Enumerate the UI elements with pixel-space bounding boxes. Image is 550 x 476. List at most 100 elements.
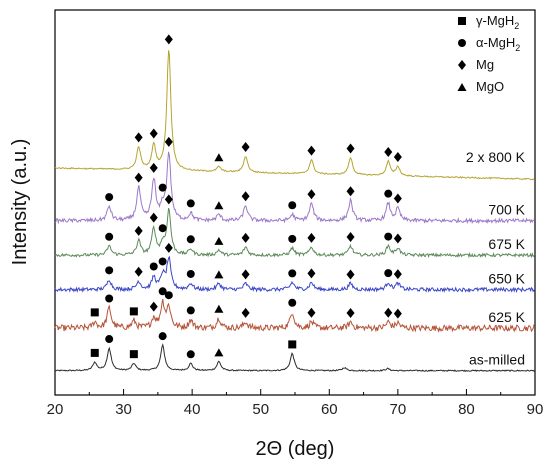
marker-0-5-triangle bbox=[214, 348, 224, 357]
marker-2-11-circle bbox=[384, 269, 393, 278]
trace-5 bbox=[54, 50, 535, 181]
marker-4-5-circle bbox=[186, 199, 195, 208]
marker-5-2-diamond bbox=[164, 34, 173, 45]
markers-layer bbox=[90, 34, 402, 359]
x-axis-title: 2Θ (deg) bbox=[256, 438, 335, 460]
marker-3-2-diamond bbox=[149, 212, 158, 223]
marker-5-6-diamond bbox=[346, 143, 355, 154]
marker-1-3-diamond bbox=[149, 301, 158, 312]
trace-label-3: 675 K bbox=[488, 236, 525, 252]
marker-1-12-diamond bbox=[384, 307, 393, 318]
marker-3-10-diamond bbox=[346, 231, 355, 242]
trace-label-1: 625 K bbox=[488, 309, 525, 325]
marker-4-12-diamond bbox=[393, 193, 402, 204]
marker-5-3-triangle bbox=[214, 153, 224, 162]
marker-2-12-diamond bbox=[393, 269, 402, 280]
marker-4-10-diamond bbox=[346, 186, 355, 197]
marker-4-3-circle bbox=[158, 183, 167, 192]
legend-label-1: α-MgH2 bbox=[476, 35, 520, 53]
trace-1 bbox=[54, 298, 536, 333]
marker-1-5-circle bbox=[164, 291, 173, 300]
marker-4-11-circle bbox=[384, 189, 393, 198]
marker-1-2-square bbox=[129, 307, 138, 316]
marker-2-5-circle bbox=[186, 269, 195, 278]
marker-5-7-diamond bbox=[384, 146, 393, 157]
marker-0-6-square bbox=[288, 340, 297, 349]
marker-2-9-diamond bbox=[307, 268, 316, 279]
legend: γ-MgH2 α-MgH2 Mg MgO bbox=[457, 13, 520, 94]
trace-2 bbox=[54, 255, 536, 294]
x-tick-label-6: 80 bbox=[458, 401, 475, 418]
marker-2-1-diamond bbox=[134, 266, 143, 277]
marker-4-2-diamond bbox=[149, 162, 158, 173]
marker-4-9-diamond bbox=[307, 189, 316, 200]
marker-3-1-diamond bbox=[134, 225, 143, 236]
trace-label-2: 650 K bbox=[488, 271, 525, 287]
legend-symbol-2-diamond bbox=[458, 60, 466, 70]
marker-3-0-circle bbox=[105, 232, 114, 241]
marker-1-7-triangle bbox=[214, 304, 224, 313]
trace-label-5: 2 x 800 K bbox=[466, 149, 526, 165]
marker-5-0-diamond bbox=[134, 132, 143, 143]
marker-4-6-triangle bbox=[214, 201, 224, 210]
marker-2-3-circle bbox=[158, 257, 167, 266]
marker-4-0-circle bbox=[105, 193, 114, 202]
trace-3 bbox=[54, 207, 536, 259]
marker-1-4-circle bbox=[158, 287, 167, 296]
x-axis-ticks: 20 30 40 50 60 70 80 90 bbox=[47, 389, 544, 418]
marker-1-11-diamond bbox=[346, 307, 355, 318]
trace-label-4: 700 K bbox=[488, 202, 525, 218]
marker-3-6-triangle bbox=[214, 236, 224, 245]
x-tick-label-5: 70 bbox=[390, 401, 407, 418]
marker-0-2-square bbox=[129, 350, 138, 359]
marker-3-4-diamond bbox=[164, 194, 173, 205]
marker-0-0-square bbox=[90, 348, 99, 357]
marker-4-7-diamond bbox=[241, 191, 250, 202]
marker-1-8-diamond bbox=[241, 307, 250, 318]
x-tick-label-3: 50 bbox=[252, 401, 269, 418]
traces-layer bbox=[54, 50, 536, 373]
marker-2-0-circle bbox=[105, 266, 114, 275]
marker-2-6-triangle bbox=[214, 270, 224, 279]
marker-1-13-diamond bbox=[393, 308, 402, 319]
marker-4-4-diamond bbox=[164, 136, 173, 147]
marker-2-7-diamond bbox=[241, 269, 250, 280]
marker-0-1-circle bbox=[105, 335, 114, 344]
marker-4-8-circle bbox=[288, 201, 297, 210]
marker-5-1-diamond bbox=[149, 128, 158, 139]
marker-1-1-circle bbox=[105, 294, 114, 303]
marker-2-2-circle bbox=[149, 262, 158, 271]
marker-0-4-circle bbox=[186, 350, 195, 359]
marker-3-7-diamond bbox=[241, 232, 250, 243]
x-tick-label-1: 30 bbox=[115, 401, 132, 418]
marker-2-4-diamond bbox=[164, 242, 173, 253]
marker-1-9-circle bbox=[288, 298, 297, 307]
marker-2-8-circle bbox=[288, 269, 297, 278]
x-tick-label-7: 90 bbox=[527, 401, 544, 418]
legend-symbol-1-circle bbox=[458, 39, 466, 47]
x-tick-label-4: 60 bbox=[321, 401, 338, 418]
marker-2-10-diamond bbox=[346, 269, 355, 280]
x-tick-label-0: 20 bbox=[47, 401, 64, 418]
marker-3-8-circle bbox=[288, 234, 297, 243]
marker-4-1-diamond bbox=[134, 172, 143, 183]
trace-0 bbox=[54, 343, 535, 373]
marker-5-8-diamond bbox=[393, 151, 402, 162]
legend-label-2: Mg bbox=[476, 57, 494, 72]
marker-1-6-circle bbox=[186, 306, 195, 315]
marker-3-3-circle bbox=[158, 224, 167, 233]
legend-symbol-3-triangle bbox=[457, 83, 467, 91]
trace-label-0: as-milled bbox=[469, 352, 525, 368]
marker-0-3-circle bbox=[158, 332, 167, 341]
marker-3-12-diamond bbox=[393, 233, 402, 244]
marker-3-11-circle bbox=[384, 232, 393, 241]
marker-1-10-diamond bbox=[307, 307, 316, 318]
marker-3-9-diamond bbox=[307, 232, 316, 243]
legend-label-0: γ-MgH2 bbox=[476, 13, 519, 31]
x-tick-label-2: 40 bbox=[184, 401, 201, 418]
trace-4 bbox=[54, 151, 535, 225]
marker-5-5-diamond bbox=[307, 145, 316, 156]
legend-symbol-0-square bbox=[458, 17, 466, 25]
legend-label-3: MgO bbox=[476, 79, 504, 94]
